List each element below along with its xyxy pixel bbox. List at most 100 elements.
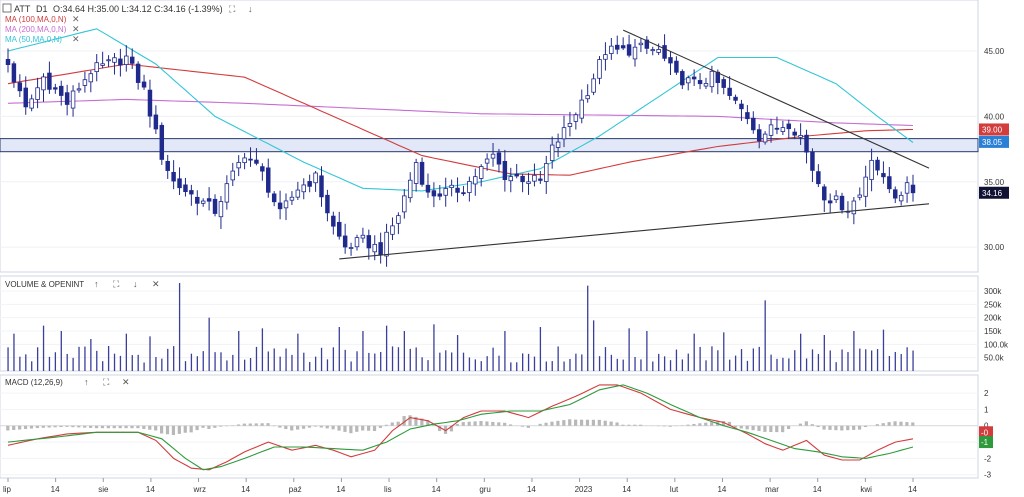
ma100-close-icon[interactable]: ✕ <box>72 14 80 24</box>
macd-histogram-bar <box>816 425 820 428</box>
volume-bar <box>167 348 169 371</box>
macd-histogram-bar <box>254 423 258 426</box>
macd-histogram-bar <box>579 419 584 426</box>
macd-histogram-bar <box>863 425 868 428</box>
volume-bar <box>829 350 831 371</box>
support-zone-band[interactable] <box>0 138 979 153</box>
ma100-label[interactable]: MA (100,MA,0,N) <box>5 15 67 24</box>
candle-body <box>733 96 738 101</box>
macd-histogram-bar <box>526 425 530 428</box>
expand-icon[interactable]: ⛶ <box>228 4 236 14</box>
candle-body <box>544 163 549 182</box>
volume-bar <box>504 331 506 371</box>
macd-histogram-bar <box>260 423 264 426</box>
candle-body <box>112 57 117 63</box>
macd-histogram-bar <box>751 425 755 431</box>
macd-histogram-bar <box>266 423 270 426</box>
candle-body <box>124 55 129 65</box>
candle-body <box>289 196 295 201</box>
candle-body <box>372 243 377 253</box>
macd-histogram-bar <box>639 424 643 426</box>
volume-bar <box>303 352 305 371</box>
time-tick-label: 14 <box>717 485 726 494</box>
expand-icon[interactable]: ⛶ <box>102 377 110 387</box>
trendline-descending-resistance[interactable] <box>622 29 930 169</box>
collapse-toggle-icon[interactable] <box>2 3 12 13</box>
candle-body <box>342 235 348 248</box>
volume-bar <box>853 331 855 371</box>
candle-body <box>567 123 573 127</box>
price-badge <box>979 135 1009 148</box>
candle-body <box>171 171 176 182</box>
macd-histogram-bar <box>94 425 99 429</box>
ma50-close-icon[interactable]: ✕ <box>72 34 80 44</box>
macd-histogram-bar <box>473 421 477 426</box>
macd-histogram-bar <box>118 425 122 429</box>
move-up-icon[interactable]: ↑ <box>94 279 99 289</box>
macd-histogram-bar <box>704 422 708 426</box>
volume-tick-label: 250k <box>984 300 1002 309</box>
move-down-icon[interactable]: ↓ <box>133 279 138 289</box>
volume-bar <box>60 331 62 371</box>
volume-bar <box>752 348 754 371</box>
candle-body <box>478 166 484 179</box>
candle-body <box>337 221 342 237</box>
candle-body <box>674 60 679 73</box>
expand-icon[interactable]: ⛶ <box>112 279 120 289</box>
volume-bar <box>244 359 246 371</box>
volume-bar <box>604 347 607 371</box>
candle-body <box>159 124 165 160</box>
volume-bar <box>870 350 873 371</box>
candle-body <box>283 200 289 209</box>
ma200-label[interactable]: MA (200,MA,0,N) <box>5 25 67 34</box>
volume-bar <box>912 350 914 371</box>
candle-body <box>41 76 46 91</box>
trendlines[interactable] <box>339 29 930 260</box>
chevron-down-icon[interactable]: ↓ <box>248 4 253 14</box>
candle-body <box>680 71 685 86</box>
macd-histogram-bar <box>881 423 885 426</box>
candle-body <box>402 195 407 213</box>
price-axis: 30.00 35.00 40.00 45.00 39.00 38.05 34.16 <box>979 47 1009 252</box>
candle-body <box>11 63 17 83</box>
candle-body <box>756 129 762 142</box>
volume-bar <box>90 339 92 371</box>
move-up-icon[interactable]: ↑ <box>84 377 89 387</box>
price-badge <box>979 186 1009 199</box>
close-icon[interactable]: ✕ <box>122 377 130 387</box>
volume-bar <box>255 346 258 371</box>
candle-body <box>857 194 862 198</box>
candle-body <box>224 183 230 203</box>
volume-bar <box>805 358 808 371</box>
ma50-label[interactable]: MA (50,MA,0,N) <box>5 35 62 44</box>
trendline-ascending-support[interactable] <box>339 203 930 260</box>
candlesticks <box>5 34 916 267</box>
volume-bar <box>102 361 104 371</box>
candle-body <box>325 194 330 214</box>
ma200-close-icon[interactable]: ✕ <box>72 24 80 34</box>
macd-histogram-bar <box>71 425 75 428</box>
volume-bar <box>113 353 116 371</box>
volume-bar <box>652 361 654 371</box>
macd-histogram-bar <box>893 421 897 426</box>
volume-bar <box>415 347 417 371</box>
macd-histogram-bar <box>798 423 803 426</box>
candle-body <box>833 195 839 201</box>
volume-bar <box>522 353 524 371</box>
macd-histogram-bar <box>47 425 51 428</box>
macd-histogram-bar <box>508 424 513 426</box>
volume-bar <box>687 353 689 371</box>
macd-histogram-bar <box>461 422 465 426</box>
macd-line-signal <box>7 384 914 471</box>
macd-histogram-bar <box>568 419 572 426</box>
macd-histogram-bar <box>171 425 176 436</box>
candle-body <box>449 184 454 188</box>
time-tick-label: lut <box>670 485 679 494</box>
volume-bar <box>261 328 264 371</box>
price-badge-label: 39.00 <box>982 125 1003 134</box>
macd-histogram-bar <box>520 425 525 427</box>
volume-bar <box>516 362 518 371</box>
close-icon[interactable]: ✕ <box>152 279 160 289</box>
macd-histogram-bar <box>899 421 903 426</box>
